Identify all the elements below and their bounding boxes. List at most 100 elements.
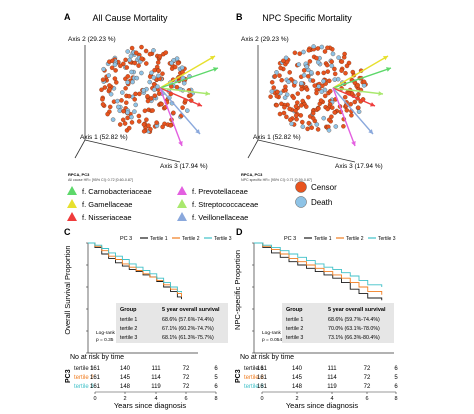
censor-point <box>160 124 165 130</box>
censor-point <box>310 115 316 121</box>
censor-point <box>281 110 287 116</box>
axis-3-line <box>84 139 181 163</box>
censor-point <box>306 120 312 126</box>
censor-point <box>328 88 333 94</box>
censor-point <box>268 94 273 99</box>
taxa-label: f. Veillonellaceae <box>192 213 248 222</box>
censor-point <box>291 95 296 101</box>
loading-arrow <box>332 87 356 147</box>
censor-point <box>297 51 302 56</box>
censor-point <box>344 63 350 69</box>
loading-arrow <box>159 55 216 89</box>
death-point <box>301 72 307 78</box>
table-cell: 73.1% (66.3%-80.4%) <box>328 335 380 341</box>
loading-arrow <box>159 67 219 89</box>
death-point <box>125 80 130 85</box>
risk-value: 6 <box>214 366 218 372</box>
death-point <box>129 114 134 120</box>
censor-point <box>356 105 361 110</box>
censor-point <box>355 82 360 88</box>
death-point <box>112 62 118 67</box>
censor-point <box>136 63 141 68</box>
arrow-head <box>195 129 200 134</box>
death-point <box>289 121 294 127</box>
arrow-head <box>351 141 356 146</box>
death-point <box>300 124 306 129</box>
death-point <box>336 55 341 60</box>
survival-table-c: Group 5 year overall survival tertile 1 68.… <box>116 303 228 343</box>
censor-point <box>314 55 319 61</box>
loading-arrow <box>332 67 392 89</box>
death-point <box>319 44 325 50</box>
loading-arrow <box>332 87 376 107</box>
censor-point <box>99 87 104 93</box>
censor-point <box>119 98 124 103</box>
censor-point <box>329 114 334 119</box>
loading-arrow <box>332 87 384 95</box>
caption-a-line2: All cause HR= [95% CI]: 0.72 [0.60-0.87] <box>68 178 133 182</box>
censor-point <box>361 79 367 85</box>
censor-point <box>307 59 313 64</box>
censor-point <box>322 49 328 54</box>
table-cell: tertile 3 <box>120 335 137 341</box>
death-point <box>299 81 304 86</box>
death-point <box>333 124 339 129</box>
taxa-label: f. Carnobacteriaceae <box>82 187 152 196</box>
censor-point <box>341 124 346 129</box>
censor-point <box>287 106 292 112</box>
censor-point <box>306 74 311 79</box>
censor-point <box>271 85 276 90</box>
censor-point <box>157 54 163 59</box>
axis-1-label: Axis 1 (52.82 %) <box>253 134 301 141</box>
death-point <box>326 128 332 133</box>
km-legend-label: Tertile 3 <box>378 236 396 242</box>
censor-point <box>332 71 338 77</box>
risk-value: 111 <box>151 366 161 372</box>
table-header: 5 year overall survival <box>162 307 220 313</box>
risk-side-label: PC3 <box>65 369 72 383</box>
censor-point <box>125 74 131 79</box>
death-point <box>311 44 316 49</box>
censor-point <box>180 105 185 110</box>
risk-value: 5 <box>214 375 218 381</box>
taxa-label: f. Nisseriaceae <box>82 213 132 222</box>
panel-b: B NPC Specific Mortality Axis 2 (29.23 %… <box>236 12 392 182</box>
censor-point <box>144 117 149 122</box>
table-bg <box>282 303 394 343</box>
censor-point <box>136 119 142 124</box>
loading-arrow <box>159 87 211 95</box>
caption-b-line1: RPCA, PC3 <box>241 172 263 177</box>
censor-point <box>294 117 299 122</box>
survival-table-d: Group 5 year overall survival tertile 1 68.… <box>282 303 394 343</box>
death-point <box>283 55 289 61</box>
censor-point <box>277 73 282 78</box>
death-point <box>151 48 156 53</box>
risk-value: 140 <box>120 366 131 372</box>
status-label: Censor <box>311 183 337 192</box>
censor-point <box>279 101 284 107</box>
censor-point <box>112 76 118 81</box>
risk-row-label: tertile 2 <box>244 375 264 381</box>
censor-point <box>304 104 309 109</box>
censor-point <box>282 105 287 110</box>
km-legend-label: Tertile 2 <box>346 236 364 242</box>
risk-row-label: tertile 3 <box>244 384 264 390</box>
km-curve <box>88 242 182 293</box>
pvalue-d: p = 0.054 <box>262 337 282 343</box>
death-point <box>304 64 310 69</box>
death-point <box>156 73 161 79</box>
arrow-head <box>386 67 391 72</box>
panel-letter-c: C <box>64 227 71 237</box>
death-point <box>309 70 314 75</box>
table-cell: tertile 1 <box>286 317 303 323</box>
censor-point <box>325 45 330 51</box>
censor-point <box>339 59 345 64</box>
censor-point <box>123 86 128 91</box>
censor-point <box>283 87 288 93</box>
censor-point <box>147 51 153 57</box>
risk-title: No at risk by time <box>70 354 124 361</box>
death-point <box>319 89 324 94</box>
censor-point <box>133 50 139 56</box>
censor-point <box>299 103 304 108</box>
